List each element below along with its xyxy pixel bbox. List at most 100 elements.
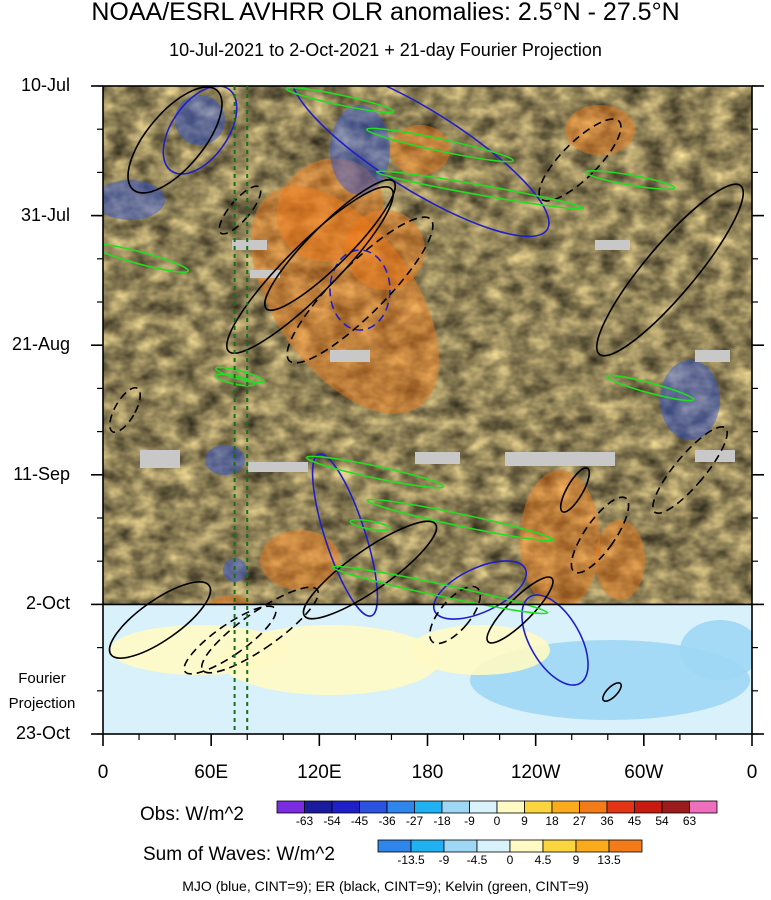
mjo-contour [521, 594, 589, 686]
y-tick-label: 21-Aug [11, 334, 70, 355]
colorbar-tick-label: 4.5 [534, 853, 552, 867]
missing-data-block [248, 462, 308, 472]
er-contour [264, 179, 396, 311]
warm-anomaly-patch [520, 470, 600, 604]
colorbar-swatch [496, 800, 525, 814]
er-contour [108, 386, 142, 434]
warm-anomaly-patch [260, 530, 340, 590]
colorbar-swatch [304, 800, 333, 814]
olr-anomaly-field [103, 86, 752, 734]
missing-data-block [140, 450, 180, 468]
colorbar-swatch [476, 839, 511, 853]
warm-anomaly-patch [276, 158, 384, 262]
colorbar-swatch [689, 800, 718, 814]
kelvin-contour [331, 565, 549, 615]
mjo-contour [432, 560, 528, 620]
er-contour [127, 86, 223, 194]
missing-data-block [595, 240, 630, 250]
cool-anomaly-patch [205, 445, 245, 475]
er-contour [570, 496, 630, 574]
x-tick-label: 60W [624, 762, 664, 783]
cool-anomaly-patch [103, 180, 165, 220]
colorbar-swatch [524, 800, 553, 814]
kelvin-contour [375, 170, 585, 210]
chart-title: NOAA/ESRL AVHRR OLR anomalies: 2.5°N - 2… [91, 0, 680, 26]
colorbar-swatch [414, 800, 443, 814]
colorbar-swatch [377, 839, 412, 853]
cool-anomaly-patch [330, 105, 390, 195]
colorbar-tick-label: -54 [323, 814, 341, 828]
colorbar-tick-label: 36 [600, 814, 614, 828]
projection-anomaly-patch [220, 625, 440, 695]
legend-footer: MJO (blue, CINT=9); ER (black, CINT=9); … [182, 878, 589, 894]
warm-anomaly-patch [345, 210, 425, 290]
er-contour [183, 605, 277, 675]
x-tick-label: 120W [510, 762, 561, 783]
missing-data-block [695, 450, 735, 462]
colorbars [276, 800, 718, 853]
colorbar-swatch [331, 800, 360, 814]
colorbar-swatch [579, 800, 608, 814]
kelvin-contour [285, 86, 395, 114]
mjo-contour [329, 249, 391, 331]
er-contour [225, 185, 395, 355]
wave-contours [103, 86, 745, 702]
y-tick-label: 2-Oct [25, 593, 70, 614]
y-tick-label: 11-Sep [13, 463, 70, 484]
warm-anomaly-patch [206, 595, 254, 604]
colorbar-tick-label: -45 [350, 814, 369, 828]
er-contour [652, 425, 728, 515]
x-tick-label: 120E [297, 762, 342, 783]
obs-colorbar-title: Obs: W/m^2 [140, 804, 244, 825]
missing-data-block [695, 350, 730, 362]
kelvin-contour [103, 243, 190, 273]
colorbar-tick-label: 0 [506, 853, 514, 867]
colorbar-tick-label: 9 [572, 853, 580, 867]
er-contour [286, 216, 434, 364]
colorbar-tick-label: 0 [493, 814, 501, 828]
er-contour [486, 576, 554, 644]
kelvin-contour [305, 455, 445, 489]
kelvin-contour [366, 498, 554, 542]
kelvin-contour [349, 518, 391, 532]
x-tick-label: 0 [746, 762, 758, 783]
warm-anomaly-patch [390, 125, 450, 175]
warm-anomaly-patch [250, 186, 440, 414]
colorbar-swatch [359, 800, 388, 814]
colorbar-tick-label: -63 [295, 814, 314, 828]
colorbar-swatch [386, 800, 415, 814]
colorbar-tick-label: -18 [433, 814, 451, 828]
er-contour [302, 520, 438, 620]
missing-data-block [505, 452, 615, 466]
colorbar-tick-label: 18 [545, 814, 559, 828]
y-tick-label: 10-Jul [20, 75, 70, 95]
y-tick-label: 23-Oct [15, 723, 70, 743]
colorbar-swatch [276, 800, 305, 814]
colorbar-swatch [410, 839, 445, 853]
projection-label-2: Projection [8, 695, 76, 712]
colorbar-tick-label: 63 [682, 814, 697, 828]
obs-field-texture [103, 86, 752, 605]
er-contour [602, 682, 622, 702]
colorbar-tick-label: -13.5 [397, 853, 425, 867]
x-tick-label: 180 [411, 762, 444, 783]
kelvin-contour [605, 374, 695, 402]
colorbar-tick-label: -4.5 [466, 853, 488, 867]
er-contour [559, 467, 591, 513]
cool-anomaly-patch [175, 95, 225, 145]
waves-colorbar-title: Sum of Waves: W/m^2 [143, 844, 335, 865]
kelvin-contour [215, 366, 265, 384]
colorbar-tick-label: 13.5 [597, 853, 621, 867]
projection-label-1: Fourier [18, 670, 66, 687]
colorbar-swatch [551, 800, 580, 814]
missing-data-block [250, 270, 280, 278]
x-tick-label: 0 [97, 762, 109, 783]
colorbar-tick-label: -27 [405, 814, 424, 828]
colorbar-tick-label: -9 [438, 853, 450, 867]
colorbar-swatch [469, 800, 498, 814]
er-contour [538, 118, 622, 202]
er-contour [428, 585, 482, 645]
colorbar-swatch [509, 839, 544, 853]
colorbar-tick-label: 27 [572, 814, 587, 828]
colorbar-swatch [443, 839, 478, 853]
